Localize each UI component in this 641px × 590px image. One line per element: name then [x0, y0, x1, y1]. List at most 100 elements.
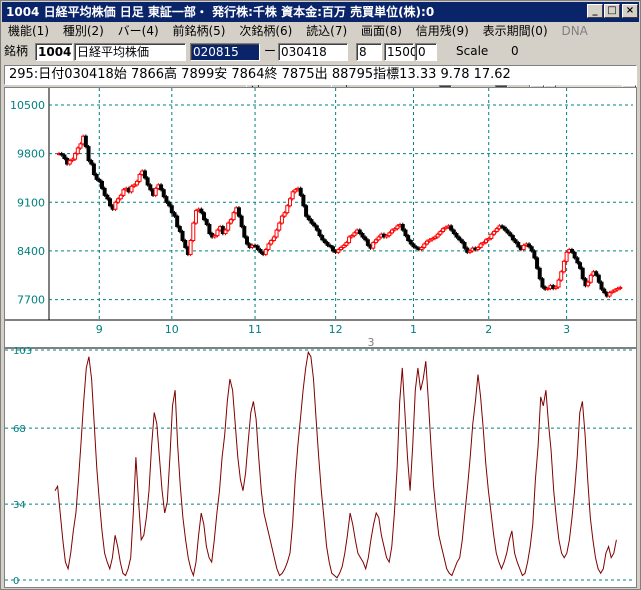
candle-body: [376, 236, 381, 241]
candle-body: [204, 219, 209, 226]
maximize-button[interactable]: □: [604, 4, 620, 18]
candle-body: [615, 287, 620, 291]
candle-body: [274, 229, 279, 238]
candle-body: [99, 180, 104, 189]
candle-body: [301, 194, 306, 207]
candle-body: [118, 194, 123, 200]
close-button[interactable]: ×: [622, 4, 638, 18]
chart-svg[interactable]: 1050098009100840077009101112123431036834…: [5, 88, 641, 587]
candle-body: [588, 274, 593, 283]
menu-next-stock[interactable]: 次銘柄(6): [239, 24, 293, 38]
param-field-a[interactable]: 8: [356, 43, 382, 61]
candle-body: [462, 242, 467, 249]
menu-margin[interactable]: 信用残(9): [415, 24, 469, 38]
candle-body: [279, 215, 284, 224]
x-tick-label: 9: [96, 323, 103, 336]
candle-body: [339, 246, 343, 251]
candle-body: [290, 191, 295, 200]
param-field-d[interactable]: 0: [511, 44, 519, 58]
candle-body: [75, 147, 80, 155]
candle-body: [347, 236, 352, 244]
candle-body: [108, 198, 113, 207]
candle-body: [384, 235, 389, 238]
candle-body: [365, 239, 370, 246]
candle-body: [164, 196, 169, 203]
candle-body: [309, 219, 314, 224]
stock-code-field[interactable]: 1004: [35, 43, 73, 61]
price-tick-label: 9100: [17, 196, 45, 209]
menu-prev-stock[interactable]: 前銘柄(5): [172, 24, 226, 38]
candle-body: [145, 177, 150, 186]
x-tick-label: 1: [410, 323, 417, 336]
candle-body: [330, 246, 335, 252]
param-field-b[interactable]: 1500: [384, 43, 418, 61]
candle-body: [352, 232, 357, 237]
candle-body: [188, 239, 193, 255]
to-date-field[interactable]: 030418: [278, 43, 348, 61]
menu-load[interactable]: 読込(7): [306, 24, 348, 38]
x-tick-label: 12: [329, 323, 343, 336]
menu-period[interactable]: 表示期間(0): [482, 24, 548, 38]
candle-body: [282, 212, 287, 217]
candle-body: [183, 239, 188, 248]
candle-body: [78, 143, 83, 149]
candle-body: [403, 229, 408, 237]
candle-body: [137, 173, 142, 182]
candle-body: [502, 226, 507, 231]
candle-body: [304, 205, 309, 217]
candle-body: [132, 184, 137, 187]
candle-body: [500, 225, 505, 228]
price-tick-label: 8400: [17, 245, 45, 258]
title-bar[interactable]: 1004 日経平均株価 日足 東証一部・ 発行株:千株 資本金:百万 売買単位(…: [2, 2, 639, 22]
candle-body: [231, 212, 236, 221]
candle-body: [322, 239, 327, 244]
param-field-c[interactable]: 0: [415, 43, 437, 61]
candle-body: [298, 187, 303, 196]
x-tick-label: 3: [563, 323, 570, 336]
candle-body: [596, 274, 601, 283]
candle-body: [271, 236, 276, 241]
candle-body: [159, 184, 164, 191]
candle-body: [529, 246, 534, 252]
menu-screen[interactable]: 画面(8): [360, 24, 402, 38]
menu-bar-settings[interactable]: バー(4): [117, 24, 159, 38]
menu-type[interactable]: 種別(2): [62, 24, 104, 38]
scale-label: Scale: [456, 44, 489, 58]
candle-body: [287, 198, 292, 207]
from-date-field[interactable]: 020815: [190, 43, 260, 61]
candle-body: [575, 257, 580, 264]
candle-body: [521, 244, 526, 251]
candle-body: [486, 237, 491, 241]
candle-body: [424, 240, 429, 245]
price-tick-label: 9800: [17, 148, 45, 161]
candle-body: [207, 224, 212, 235]
candle-body: [561, 260, 566, 273]
menu-bar: 機能(1) 種別(2) バー(4) 前銘柄(5) 次銘柄(6) 読込(7) 画面…: [2, 22, 639, 41]
candle-body: [540, 278, 545, 288]
candle-body: [373, 239, 378, 244]
candle-body: [180, 230, 185, 241]
candle-body: [223, 229, 228, 235]
candle-body: [285, 205, 290, 214]
candle-body: [320, 235, 325, 241]
candle-body: [113, 201, 118, 210]
candle-body: [191, 222, 196, 241]
menu-dna: DNA: [561, 24, 588, 38]
candle-body: [263, 249, 268, 255]
candle-body: [454, 233, 459, 238]
candle-body: [202, 212, 207, 221]
candle-body: [443, 226, 448, 230]
candle-body: [134, 180, 139, 186]
candle-body: [427, 239, 432, 242]
candle-body: [414, 246, 419, 249]
candle-body: [465, 247, 470, 253]
candle-body: [459, 239, 464, 244]
candle-body: [433, 236, 437, 239]
menu-function[interactable]: 機能(1): [8, 24, 49, 38]
candle-body: [242, 226, 247, 238]
candle-body: [607, 292, 612, 297]
minimize-button[interactable]: _: [587, 4, 603, 18]
stock-name-field[interactable]: 日経平均株価: [74, 43, 186, 61]
candle-body: [121, 189, 126, 196]
